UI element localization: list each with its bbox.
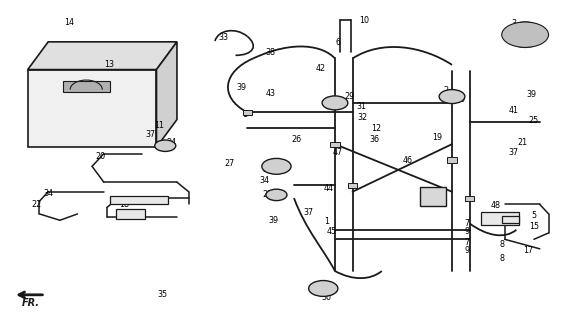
- Text: 16: 16: [423, 190, 433, 199]
- Text: 44: 44: [324, 184, 334, 193]
- Text: 42: 42: [315, 63, 325, 73]
- Bar: [447, 157, 457, 163]
- Text: 30: 30: [321, 293, 331, 302]
- Text: 24: 24: [166, 138, 176, 147]
- Text: 37: 37: [509, 148, 519, 156]
- Polygon shape: [63, 81, 109, 92]
- Text: 4: 4: [502, 212, 507, 222]
- Text: 1: 1: [242, 109, 247, 118]
- Polygon shape: [156, 42, 177, 147]
- Text: 7: 7: [464, 219, 469, 228]
- Text: 33: 33: [219, 33, 229, 42]
- Text: 8: 8: [499, 240, 505, 249]
- Text: 17: 17: [523, 246, 533, 255]
- Circle shape: [309, 281, 338, 296]
- Text: 3: 3: [511, 19, 516, 28]
- Text: 7: 7: [464, 238, 469, 247]
- Text: 2: 2: [443, 86, 449, 95]
- Text: 9: 9: [464, 227, 469, 236]
- Text: 11: 11: [155, 121, 165, 130]
- Text: 32: 32: [358, 113, 368, 122]
- Circle shape: [439, 90, 465, 104]
- Circle shape: [262, 158, 291, 174]
- Text: 37: 37: [303, 208, 313, 217]
- Text: 10: 10: [359, 16, 369, 25]
- Text: 38: 38: [266, 48, 276, 57]
- Bar: [502, 215, 519, 223]
- Text: 40: 40: [456, 95, 466, 104]
- Text: 5: 5: [532, 211, 536, 220]
- Text: 6: 6: [335, 38, 340, 47]
- Ellipse shape: [507, 22, 543, 47]
- Text: 26: 26: [292, 135, 302, 144]
- Text: 41: 41: [509, 106, 519, 115]
- Polygon shape: [28, 69, 156, 147]
- Bar: [109, 196, 168, 204]
- Circle shape: [155, 140, 176, 151]
- Text: 37: 37: [146, 130, 156, 139]
- Bar: [115, 209, 145, 219]
- Text: 8: 8: [499, 254, 505, 263]
- Text: 21: 21: [517, 138, 527, 147]
- Bar: [242, 110, 252, 115]
- Text: 6: 6: [321, 284, 326, 293]
- Text: 1: 1: [323, 217, 329, 226]
- Text: 45: 45: [327, 227, 337, 236]
- Bar: [420, 187, 446, 206]
- Text: 14: 14: [64, 18, 74, 27]
- Bar: [330, 142, 340, 147]
- Bar: [481, 212, 519, 225]
- Text: 28: 28: [263, 165, 273, 174]
- Text: 46: 46: [403, 156, 413, 164]
- Text: FR.: FR.: [22, 298, 39, 308]
- Text: 9: 9: [464, 246, 469, 255]
- Text: 23: 23: [263, 190, 273, 199]
- Text: 39: 39: [269, 216, 279, 225]
- Text: 20: 20: [96, 152, 106, 161]
- Text: 43: 43: [266, 89, 276, 98]
- Text: 15: 15: [529, 222, 539, 231]
- Text: 39: 39: [236, 83, 246, 92]
- Text: 18: 18: [119, 200, 129, 209]
- Text: 13: 13: [105, 60, 115, 69]
- Text: 34: 34: [43, 189, 53, 198]
- Text: 27: 27: [225, 159, 235, 168]
- Bar: [465, 196, 475, 201]
- Circle shape: [502, 22, 549, 47]
- Bar: [348, 183, 357, 188]
- Circle shape: [266, 189, 287, 201]
- Text: 48: 48: [491, 202, 501, 211]
- Text: 25: 25: [529, 116, 539, 125]
- Text: 31: 31: [356, 101, 366, 111]
- Text: 22: 22: [31, 200, 42, 209]
- Text: 29: 29: [345, 92, 355, 101]
- Text: 35: 35: [157, 290, 168, 299]
- Circle shape: [322, 96, 348, 110]
- Text: 47: 47: [333, 148, 343, 156]
- Text: 34: 34: [260, 176, 270, 185]
- Text: 39: 39: [526, 91, 536, 100]
- Text: 36: 36: [370, 135, 380, 144]
- Text: 12: 12: [371, 124, 381, 133]
- Text: 19: 19: [432, 133, 442, 142]
- Polygon shape: [28, 42, 177, 69]
